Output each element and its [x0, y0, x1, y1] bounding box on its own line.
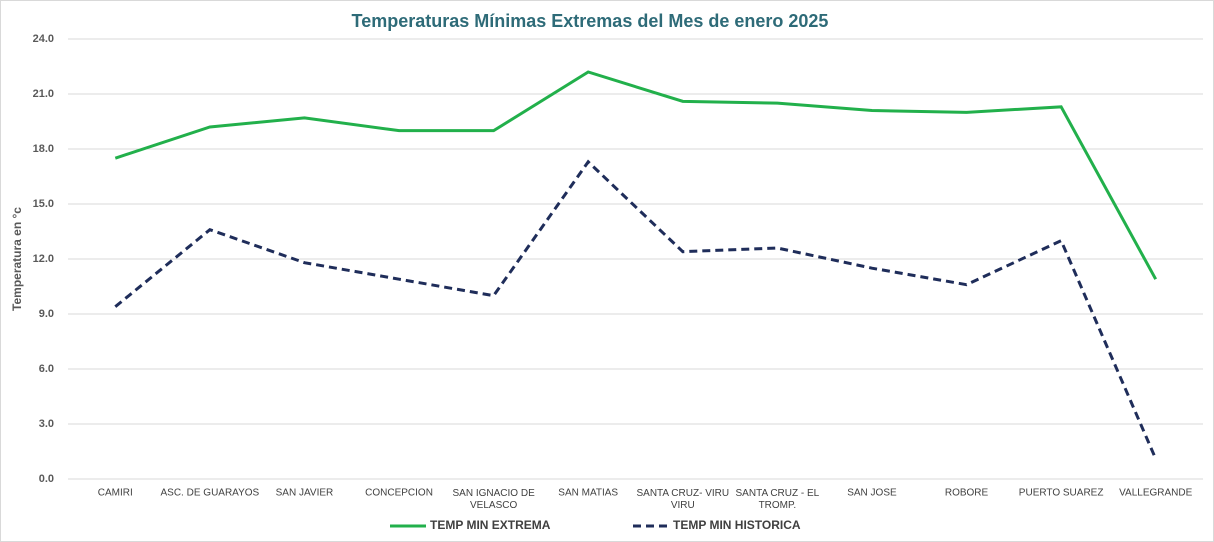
- y-tick-label: 12.0: [33, 253, 54, 265]
- y-tick-label: 21.0: [33, 88, 54, 100]
- x-tick-label: SAN MATIAS: [558, 488, 618, 499]
- series-line: [114, 70, 1158, 280]
- x-tick-label: SAN JAVIER: [276, 488, 334, 499]
- x-tick-label: SAN IGNACIO DE VELASCO: [453, 488, 536, 511]
- legend-label: TEMP MIN HISTORICA: [673, 518, 801, 532]
- y-tick-label: 18.0: [33, 143, 54, 155]
- x-tick-label: CONCEPCION: [365, 488, 433, 499]
- legend-label: TEMP MIN EXTREMA: [430, 518, 551, 532]
- y-tick-label: 3.0: [39, 418, 54, 430]
- x-tick-label: SANTA CRUZ- VIRU VIRU: [636, 488, 729, 511]
- y-tick-label: 6.0: [39, 363, 54, 375]
- y-axis-label: Temperatura en °c: [10, 207, 24, 311]
- chart-title: Temperaturas Mínimas Extremas del Mes de…: [352, 11, 829, 31]
- x-tick-label: ASC. DE GUARAYOS: [161, 488, 260, 499]
- series-line: [114, 159, 1158, 460]
- x-tick-label: SAN JOSE: [847, 488, 897, 499]
- y-tick-label: 15.0: [33, 198, 54, 210]
- y-tick-label: 9.0: [39, 308, 54, 320]
- x-tick-label: CAMIRI: [98, 488, 133, 499]
- x-tick-label: ROBORE: [945, 488, 989, 499]
- x-tick-label: PUERTO SUAREZ: [1019, 488, 1104, 499]
- y-tick-label: 0.0: [39, 473, 54, 485]
- x-tick-label: VALLEGRANDE: [1119, 488, 1193, 499]
- y-tick-label: 24.0: [33, 33, 54, 45]
- x-tick-label: SANTA CRUZ - EL TROMP.: [736, 488, 820, 511]
